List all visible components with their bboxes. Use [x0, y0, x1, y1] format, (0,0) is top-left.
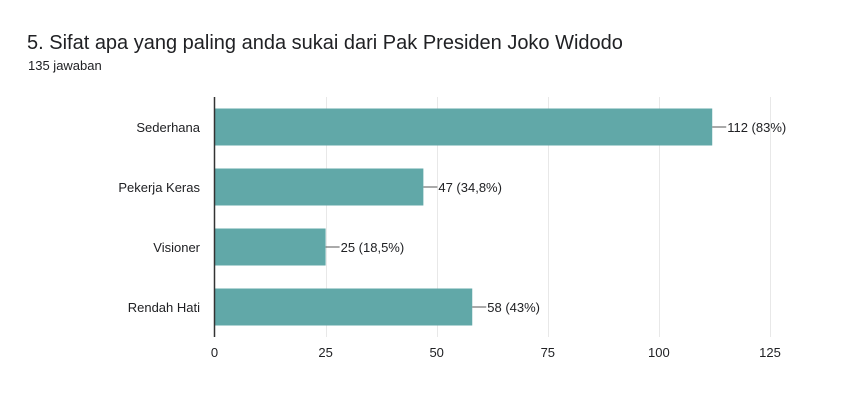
bar — [214, 168, 424, 206]
category-label: Pekerja Keras — [118, 180, 200, 195]
x-tick-label: 75 — [541, 345, 555, 360]
data-label: 112 (83%) — [727, 120, 786, 135]
bar — [214, 228, 326, 266]
x-tick-label: 25 — [318, 345, 332, 360]
x-tick-label: 50 — [429, 345, 443, 360]
response-count: 135 jawaban — [28, 58, 102, 73]
question-title: 5. Sifat apa yang paling anda sukai dari… — [27, 32, 623, 54]
x-tick-label: 125 — [759, 345, 781, 360]
category-label: Sederhana — [136, 120, 200, 135]
x-tick-label: 0 — [211, 345, 218, 360]
bar — [214, 288, 473, 326]
x-tick-label: 100 — [648, 345, 670, 360]
category-label: Rendah Hati — [128, 300, 200, 315]
category-label: Visioner — [153, 240, 200, 255]
data-label: 58 (43%) — [487, 300, 540, 315]
bar — [214, 108, 713, 146]
data-label: 47 (34,8%) — [438, 180, 502, 195]
data-label: 25 (18,5%) — [341, 240, 405, 255]
